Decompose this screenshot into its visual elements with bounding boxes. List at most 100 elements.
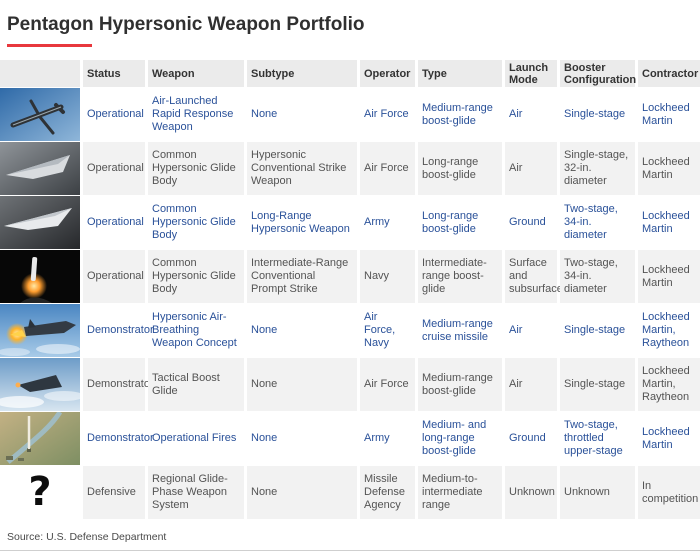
- cell-status: Operational: [83, 142, 145, 195]
- cell-weapon: Common Hypersonic Glide Body: [148, 250, 244, 303]
- table-row-tbg: Demonstrator Tactical Boost Glide None A…: [0, 358, 700, 411]
- cell-contractor: Lockheed Martin: [642, 209, 690, 235]
- glide-body-photo: [0, 142, 80, 195]
- cell-type: Intermediate-range boost-glide: [418, 250, 502, 303]
- night-launch-photo: [0, 250, 80, 303]
- cell-subtype: None: [251, 432, 278, 444]
- cell-type: Medium-range cruise missile: [422, 317, 493, 343]
- col-header-booster-configuration: Booster Configuration: [560, 60, 636, 87]
- cell-subtype: Hypersonic Conventional Strike Weapon: [247, 142, 357, 195]
- cell-status: Defensive: [83, 466, 145, 519]
- cell-launch-mode: Air: [509, 108, 523, 120]
- table-row-hawc: Demonstrator Hypersonic Air-Breathing We…: [0, 304, 700, 357]
- cell-booster: Single-stage: [560, 358, 635, 411]
- cell-launch-mode: Air: [505, 142, 557, 195]
- cell-launch-mode: Ground: [509, 432, 546, 444]
- weapon-portfolio-table: Status Weapon Subtype Operator Type Laun…: [0, 60, 700, 519]
- cell-type: Long-range boost-glide: [418, 142, 502, 195]
- cell-operator: Air Force, Navy: [364, 311, 396, 349]
- cell-operator: Air Force: [364, 108, 409, 120]
- cruise-missile-illustration: [0, 304, 80, 357]
- cell-launch-mode: Air: [505, 358, 557, 411]
- cell-subtype: None: [251, 324, 278, 336]
- col-header-subtype: Subtype: [247, 60, 357, 87]
- col-header-status: Status: [83, 60, 145, 87]
- glide-body-dark-illustration: [0, 196, 80, 249]
- col-header-launch-mode: Launch Mode: [505, 60, 557, 87]
- cruise-missile-photo: [0, 304, 80, 357]
- cell-booster: Unknown: [560, 466, 635, 519]
- cell-status: Demonstrator: [83, 358, 154, 411]
- b52-bomber-photo: [0, 88, 80, 141]
- cell-weapon: Regional Glide-Phase Weapon System: [148, 466, 244, 519]
- cell-operator: Navy: [360, 250, 415, 303]
- night-launch-illustration: [0, 250, 80, 303]
- boost-glide-vehicle-photo: [0, 358, 80, 411]
- cell-operator: Air Force: [360, 142, 415, 195]
- cell-contractor: Lockheed Martin: [638, 250, 700, 303]
- table-row-lrhw: Operational Common Hypersonic Glide Body…: [0, 196, 700, 249]
- cell-contractor: In competition: [638, 466, 700, 519]
- table-row-gpws: ? Defensive Regional Glide-Phase Weapon …: [0, 466, 700, 519]
- b52-aircraft-illustration: [0, 88, 80, 141]
- cell-launch-mode: Surface and subsurface: [505, 250, 563, 303]
- cell-operator: Army: [364, 432, 390, 444]
- cell-weapon: Common Hypersonic Glide Body: [152, 203, 236, 241]
- question-mark-glyph: ?: [28, 469, 52, 515]
- cell-weapon: Tactical Boost Glide: [148, 358, 244, 411]
- col-header-operator: Operator: [360, 60, 415, 87]
- cell-launch-mode: Ground: [509, 216, 546, 228]
- table-row-arrw: Operational Air-Launched Rapid Response …: [0, 88, 700, 141]
- cell-contractor: Lockheed Martin: [642, 425, 690, 451]
- cell-weapon: Air-Launched Rapid Response Weapon: [152, 95, 234, 133]
- cell-contractor: Lockheed Martin: [638, 142, 700, 195]
- glide-body-dark-photo: [0, 196, 80, 249]
- cell-contractor: Lockheed Martin, Raytheon: [638, 358, 700, 411]
- cell-status: Operational: [87, 108, 144, 120]
- cell-operator: Air Force: [360, 358, 415, 411]
- glide-body-illustration: [0, 142, 80, 195]
- cell-weapon: Common Hypersonic Glide Body: [148, 142, 244, 195]
- cell-weapon: Hypersonic Air-Breathing Weapon Concept: [152, 311, 237, 349]
- cell-subtype: None: [251, 108, 278, 120]
- col-header-contractor: Contractor: [638, 60, 700, 87]
- cell-type: Medium-range boost-glide: [422, 101, 493, 127]
- cell-subtype: None: [247, 358, 357, 411]
- table-header-row: Status Weapon Subtype Operator Type Laun…: [0, 60, 700, 87]
- cell-operator: Army: [364, 216, 390, 228]
- cell-status: Demonstrator: [87, 432, 154, 444]
- cell-launch-mode: Air: [509, 324, 523, 336]
- table-row-opfires: Demonstrator Operational Fires None Army…: [0, 412, 700, 465]
- cell-subtype: Intermediate-Range Conventional Prompt S…: [247, 250, 357, 303]
- cell-booster: Two-stage, 34-in. diameter: [564, 203, 618, 241]
- table-row-cps: Operational Common Hypersonic Glide Body…: [0, 250, 700, 303]
- col-header-image: [0, 60, 80, 87]
- cell-status: Operational: [83, 250, 145, 303]
- cell-type: Medium-to-intermediate range: [418, 466, 502, 519]
- ground-launch-aerial-illustration: [0, 412, 80, 465]
- title-accent-rule: [7, 44, 92, 47]
- cell-booster: Single-stage: [564, 324, 626, 336]
- cell-booster: Single-stage, 32-in. diameter: [560, 142, 635, 195]
- cell-type: Long-range boost-glide: [422, 209, 479, 235]
- cell-subtype: Long-Range Hypersonic Weapon: [251, 209, 350, 235]
- cell-contractor: Lockheed Martin: [642, 101, 690, 127]
- cell-type: Medium-range boost-glide: [418, 358, 502, 411]
- cell-launch-mode: Unknown: [505, 466, 557, 519]
- col-header-type: Type: [418, 60, 502, 87]
- ground-launch-aerial-photo: [0, 412, 80, 465]
- cell-booster: Two-stage, throttled upper-stage: [564, 419, 623, 457]
- cell-booster: Two-stage, 34-in. diameter: [560, 250, 635, 303]
- cell-type: Medium- and long-range boost-glide: [422, 419, 487, 457]
- cell-booster: Single-stage: [564, 108, 626, 120]
- source-note: Source: U.S. Defense Department: [7, 531, 167, 543]
- table-row-hcsw: Operational Common Hypersonic Glide Body…: [0, 142, 700, 195]
- cell-status: Demonstrator: [87, 324, 154, 336]
- cell-status: Operational: [87, 216, 144, 228]
- cell-weapon: Operational Fires: [152, 432, 237, 444]
- cell-subtype: None: [247, 466, 357, 519]
- cell-contractor: Lockheed Martin, Raytheon: [642, 311, 690, 349]
- boost-glide-vehicle-illustration: [0, 358, 80, 411]
- page-title: Pentagon Hypersonic Weapon Portfolio: [7, 14, 365, 35]
- col-header-weapon: Weapon: [148, 60, 244, 87]
